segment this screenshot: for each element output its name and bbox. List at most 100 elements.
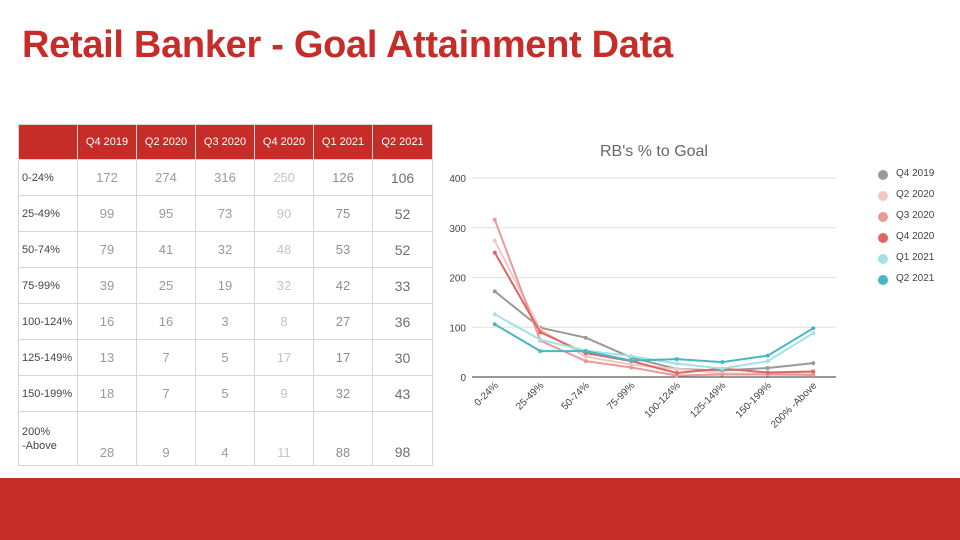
data-point: [538, 330, 543, 335]
table-cell: 17: [313, 339, 373, 376]
table-cell: 17: [254, 339, 314, 376]
table-cell: 172: [77, 159, 137, 196]
y-tick-label: 100: [449, 323, 466, 334]
legend-swatch: [878, 212, 888, 222]
table-cell: 5: [195, 375, 255, 412]
data-point: [811, 361, 816, 366]
table-cell: 98: [372, 411, 433, 466]
legend-swatch: [878, 233, 888, 243]
table-cell: 250: [254, 159, 314, 196]
row-label: 100-124%: [18, 303, 78, 340]
table-cell: 126: [313, 159, 373, 196]
table-cell: 99: [77, 195, 137, 232]
data-point: [629, 362, 634, 367]
legend-label: Q2 2021: [896, 273, 935, 284]
slide-title: Retail Banker - Goal Attainment Data: [22, 24, 673, 66]
table-cell: 32: [254, 267, 314, 304]
table-cell: 88: [313, 411, 373, 466]
legend-swatch: [878, 254, 888, 264]
table-cell: 106: [372, 159, 433, 196]
data-point: [674, 367, 679, 372]
y-tick-label: 400: [449, 174, 466, 185]
x-tick-label: 200% -Above: [769, 380, 820, 431]
y-tick-label: 0: [460, 373, 466, 384]
table-cell: 7: [136, 339, 196, 376]
table-cell: 32: [313, 375, 373, 412]
legend-label: Q1 2021: [896, 252, 935, 263]
data-point: [765, 359, 770, 364]
table-cell: 18: [77, 375, 137, 412]
table-cell: 13: [77, 339, 137, 376]
column-header: Q1 2021: [313, 124, 373, 160]
chart-title: RB's % to Goal: [600, 143, 708, 160]
table-cell: 5: [195, 339, 255, 376]
x-tick-label: 75-99%: [605, 380, 637, 412]
legend-label: Q4 2020: [896, 231, 935, 242]
data-point: [811, 331, 816, 336]
table-cell: 25: [136, 267, 196, 304]
series-line: [493, 240, 814, 375]
table-row: 100-124% 16 16 3 8 27 36: [18, 303, 433, 340]
goal-attainment-table: Q4 2019 Q2 2020 Q3 2020 Q4 2020 Q1 2021 …: [18, 124, 433, 466]
data-point: [583, 354, 588, 359]
line-chart: RB's % to Goal 0 100 200 300 400 0-24% 25-49% 50…: [449, 143, 836, 431]
data-point: [492, 289, 497, 294]
table-cell: 42: [313, 267, 373, 304]
table-cell: 9: [136, 411, 196, 466]
table-row: 125-149% 13 7 5 17 17 30: [18, 339, 433, 376]
data-point: [492, 322, 497, 327]
legend-label: Q4 2019: [896, 168, 935, 179]
table-cell: 73: [195, 195, 255, 232]
series-line: [494, 290, 814, 372]
row-label: 125-149%: [18, 339, 78, 376]
table-cell: 30: [372, 339, 433, 376]
data-point: [674, 357, 679, 362]
table-cell: 16: [136, 303, 196, 340]
table-cell: 95: [136, 195, 196, 232]
table-cell: 41: [136, 231, 196, 268]
row-label: 50-74%: [18, 231, 78, 268]
data-point: [720, 372, 725, 377]
data-point: [492, 238, 497, 243]
series-line: [493, 252, 814, 374]
row-label: 150-199%: [18, 375, 78, 412]
column-header: Q2 2020: [136, 124, 196, 160]
column-header: Q3 2020: [195, 124, 255, 160]
table-cell: 90: [254, 195, 314, 232]
table-cell: 52: [372, 231, 433, 268]
data-point: [629, 354, 634, 359]
table-cell: 43: [372, 375, 433, 412]
column-header: Q4 2019: [77, 124, 137, 160]
series-line: [493, 219, 814, 377]
table-cell: 3: [195, 303, 255, 340]
table-row: 0-24% 172 274 316 250 126 106: [18, 159, 433, 196]
table-row: 50-74% 79 41 32 48 53 52: [18, 231, 433, 268]
data-point: [492, 250, 497, 255]
row-label: 75-99%: [18, 267, 78, 304]
data-point: [811, 373, 816, 378]
x-tick-label: 125-149%: [688, 380, 728, 420]
header-blank-cell: [18, 124, 78, 160]
table-cell: 316: [195, 159, 255, 196]
table-cell: 28: [77, 411, 137, 466]
table-cell: 4: [195, 411, 255, 466]
data-point: [765, 370, 770, 375]
table-cell: 7: [136, 375, 196, 412]
data-point: [720, 366, 725, 371]
data-point: [583, 359, 588, 364]
footer-band: [0, 478, 960, 540]
table-header-row: Q4 2019 Q2 2020 Q3 2020 Q4 2020 Q1 2021 …: [18, 124, 433, 160]
table-row: 75-99% 39 25 19 32 42 33: [18, 267, 433, 304]
legend-label: Q3 2020: [896, 210, 935, 221]
x-tick-label: 100-124%: [643, 380, 683, 420]
column-header: Q2 2021: [372, 124, 433, 160]
legend-swatch: [878, 170, 888, 180]
data-point: [674, 361, 679, 366]
data-point: [811, 369, 816, 374]
table-cell: 33: [372, 267, 433, 304]
legend-swatch: [878, 191, 888, 201]
table-cell: 274: [136, 159, 196, 196]
row-label: 25-49%: [18, 195, 78, 232]
x-tick-label: 25-49%: [514, 380, 546, 412]
series-line: [494, 323, 814, 364]
